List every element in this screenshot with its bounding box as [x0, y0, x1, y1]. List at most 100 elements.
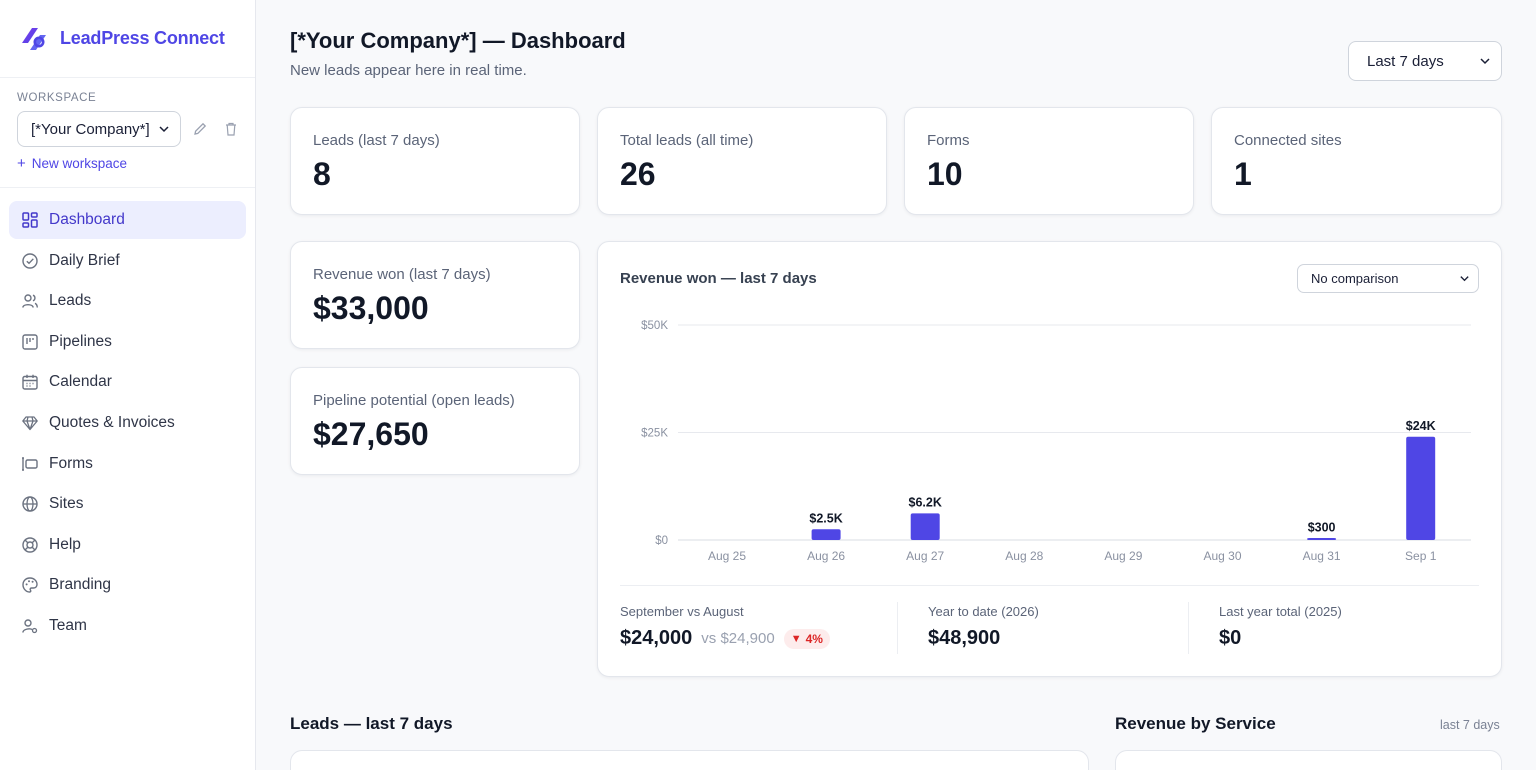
summary-month: September vs August $24,000 vs $24,900 ▼…	[620, 604, 830, 650]
x-tick-label: Aug 26	[807, 549, 845, 563]
stat-label: Connected sites	[1234, 132, 1342, 149]
sidebar-item-label: Pipelines	[49, 332, 112, 350]
leads-section-title: Leads — last 7 days	[290, 714, 453, 733]
sidebar-item-leads[interactable]: Leads	[9, 282, 246, 320]
sidebar-item-calendar[interactable]: Calendar	[9, 363, 246, 401]
chevron-down-icon	[1460, 276, 1469, 282]
x-tick-label: Aug 27	[906, 549, 944, 563]
data-label: $300	[1308, 521, 1336, 535]
workspace-select[interactable]: [*Your Company*]	[17, 111, 181, 147]
users-icon	[21, 292, 39, 310]
sidebar-item-sites[interactable]: Sites	[9, 485, 246, 523]
service-section-title: Revenue by Service	[1115, 714, 1276, 733]
edit-workspace-button[interactable]	[192, 121, 208, 137]
stat-label: Pipeline potential (open leads)	[313, 392, 515, 409]
new-workspace-link[interactable]: + New workspace	[17, 156, 238, 171]
summary-label: Year to date (2026)	[928, 604, 1039, 619]
change-badge: ▼ 4%	[783, 628, 830, 649]
summary-value: $0	[1219, 627, 1242, 649]
sidebar-item-label: Quotes & Invoices	[49, 413, 175, 431]
service-section-hint: last 7 days	[1440, 718, 1500, 732]
arrow-down-icon: ▼	[790, 632, 802, 645]
pipeline-icon	[21, 333, 39, 351]
workspace-label: WORKSPACE	[17, 92, 97, 104]
dashboard-icon	[21, 211, 39, 229]
pipeline-potential-card: Pipeline potential (open leads) $27,650	[290, 367, 580, 475]
data-label: $2.5K	[809, 511, 842, 525]
diamond-icon	[21, 414, 39, 432]
x-tick-label: Aug 28	[1005, 549, 1043, 563]
x-tick-label: Aug 30	[1203, 549, 1241, 563]
comparison-select[interactable]: No comparison	[1297, 264, 1479, 293]
sidebar-item-help[interactable]: Help	[9, 526, 246, 564]
sidebar-item-pipelines[interactable]: Pipelines	[9, 323, 246, 361]
stat-card-leads-7d: Leads (last 7 days) 8	[290, 107, 580, 215]
stat-value: 1	[1234, 156, 1252, 192]
stat-label: Forms	[927, 132, 970, 149]
stat-card-connected-sites: Connected sites 1	[1211, 107, 1502, 215]
chart-divider	[620, 585, 1479, 586]
plus-icon: +	[17, 155, 26, 172]
chevron-down-icon	[1480, 58, 1490, 65]
check-circle-icon	[21, 252, 39, 270]
sidebar: LeadPress Connect WORKSPACE [*Your Compa…	[0, 0, 256, 770]
stat-card-forms: Forms 10	[904, 107, 1194, 215]
x-tick-label: Aug 31	[1303, 549, 1341, 563]
summary-value: $24,000	[620, 627, 693, 649]
brand[interactable]: LeadPress Connect	[0, 0, 255, 78]
stat-value: 26	[620, 156, 656, 192]
summary-divider	[897, 602, 898, 654]
pencil-icon	[194, 122, 207, 135]
stat-card-total-leads: Total leads (all time) 26	[597, 107, 887, 215]
data-label: $6.2K	[909, 495, 942, 509]
chart-bar	[811, 529, 841, 540]
sidebar-item-label: Calendar	[49, 373, 112, 391]
sidebar-item-team[interactable]: Team	[9, 607, 246, 645]
stat-label: Leads (last 7 days)	[313, 132, 440, 149]
globe-icon	[21, 495, 39, 513]
sidebar-item-label: Dashboard	[49, 211, 125, 228]
chevron-down-icon	[159, 126, 169, 133]
trash-icon	[225, 122, 236, 136]
new-workspace-label: New workspace	[31, 156, 128, 171]
x-tick-label: Sep 1	[1405, 549, 1437, 563]
sidebar-item-forms[interactable]: Forms	[9, 445, 246, 483]
sidebar-item-branding[interactable]: Branding	[9, 566, 246, 604]
summary-divider	[1188, 602, 1189, 654]
summary-value: $48,900	[928, 627, 1001, 649]
palette-icon	[21, 576, 39, 594]
workspace-section: WORKSPACE [*Your Company*] + New workspa…	[0, 78, 255, 188]
delete-workspace-button[interactable]	[224, 121, 238, 137]
y-tick-label: $25K	[641, 428, 668, 440]
sidebar-item-label: Team	[49, 616, 87, 634]
date-range-value: Last 7 days	[1367, 52, 1444, 70]
sidebar-item-dashboard[interactable]: Dashboard	[9, 201, 246, 239]
chart-title: Revenue won — last 7 days	[620, 270, 817, 287]
sidebar-nav: Dashboard Daily Brief Leads Pipelines Ca…	[0, 188, 255, 645]
sidebar-item-label: Help	[49, 535, 81, 553]
data-label: $24K	[1406, 419, 1436, 433]
page-title: [*Your Company*] — Dashboard	[290, 28, 626, 53]
chart-bar	[1406, 436, 1436, 540]
summary-label: September vs August	[620, 604, 744, 619]
stat-value: 10	[927, 156, 963, 192]
stat-label: Total leads (all time)	[620, 132, 754, 149]
revenue-bar-chart: $0 $25K $50K Aug 25 $2.5K Aug 26 $6.2K Aug 27 Au…	[641, 320, 1471, 563]
page-subtitle: New leads appear here in real time.	[290, 62, 527, 79]
brand-logo-icon	[22, 27, 46, 50]
revenue-won-card: Revenue won (last 7 days) $33,000	[290, 241, 580, 349]
stat-value: 8	[313, 156, 331, 192]
chart-bar	[1307, 538, 1337, 540]
stat-value: $27,650	[313, 416, 429, 452]
stat-label: Revenue won (last 7 days)	[313, 266, 491, 283]
calendar-icon	[21, 373, 39, 391]
leads-table-card	[290, 750, 1089, 770]
revenue-chart-card: Revenue won — last 7 days No comparison …	[597, 241, 1502, 677]
sidebar-item-quotes-invoices[interactable]: Quotes & Invoices	[9, 404, 246, 442]
date-range-select[interactable]: Last 7 days	[1348, 41, 1502, 81]
sidebar-item-label: Sites	[49, 495, 84, 513]
sidebar-item-label: Daily Brief	[49, 251, 120, 269]
team-icon	[21, 617, 39, 635]
y-tick-label: $50K	[641, 320, 668, 332]
sidebar-item-daily-brief[interactable]: Daily Brief	[9, 242, 246, 280]
